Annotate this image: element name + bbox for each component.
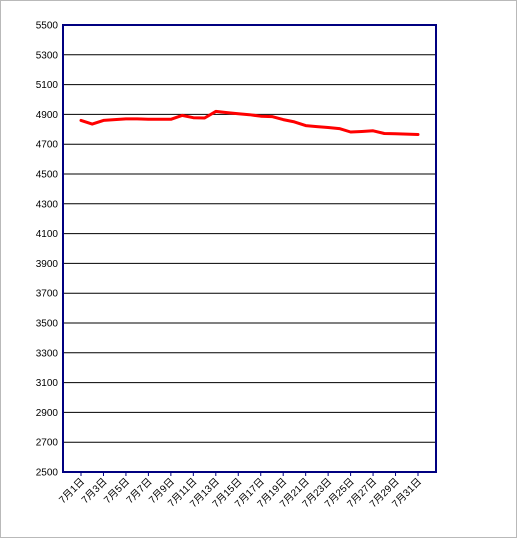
y-tick-label: 4100 xyxy=(36,229,59,240)
y-tick-label: 4700 xyxy=(36,140,59,151)
y-tick-label: 2900 xyxy=(36,408,59,419)
y-tick-label: 4500 xyxy=(36,170,59,181)
y-tick-label: 5500 xyxy=(36,21,59,32)
plot-area-border xyxy=(63,25,436,472)
y-tick-label: 5300 xyxy=(36,50,59,61)
y-tick-label: 3700 xyxy=(36,289,59,300)
y-tick-label: 3300 xyxy=(36,348,59,359)
y-tick-label: 5100 xyxy=(36,80,59,91)
y-tick-label: 3100 xyxy=(36,378,59,389)
y-tick-label: 4900 xyxy=(36,110,59,121)
y-tick-label: 3500 xyxy=(36,319,59,330)
y-tick-label: 2700 xyxy=(36,438,59,449)
y-tick-label: 2500 xyxy=(36,468,59,479)
x-axis-tick-labels: 7月1日7月3日7月5日7月7日7月9日7月11日7月13日7月15日7月17日… xyxy=(57,472,424,510)
y-axis-tick-labels: 2500 2700 2900 3100 3300 3500 3700 3900 4100 4300… xyxy=(36,21,59,479)
y-tick-label: 4300 xyxy=(36,199,59,210)
grid-lines xyxy=(63,55,436,442)
y-tick-label: 3900 xyxy=(36,259,59,270)
